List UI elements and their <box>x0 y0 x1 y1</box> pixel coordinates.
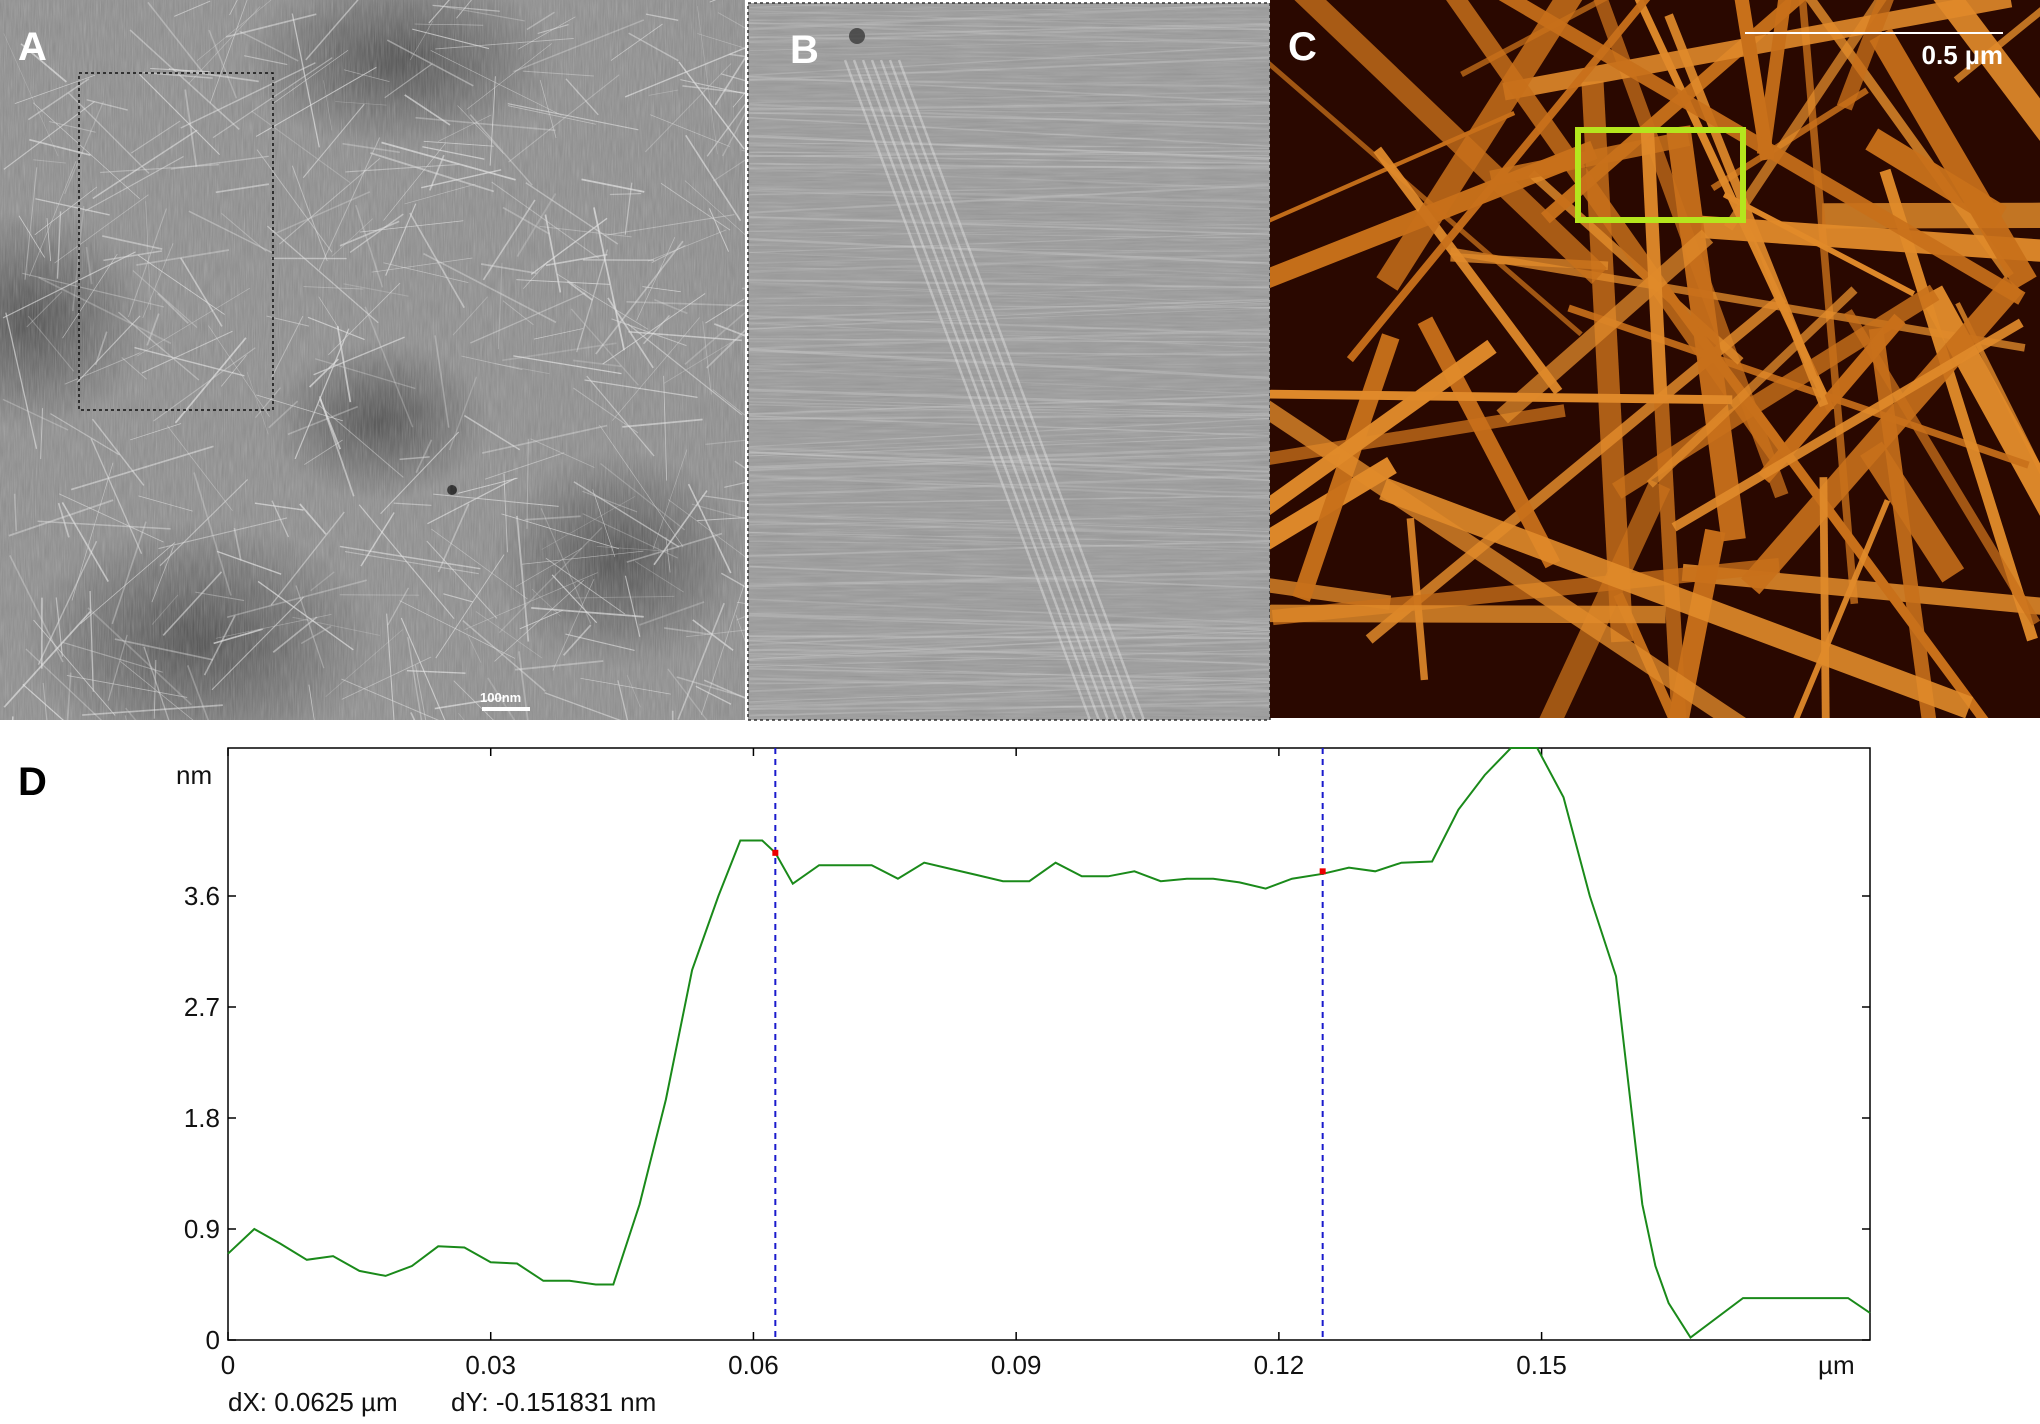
afm-fibril-ribbon <box>1879 168 2038 642</box>
afm-fibril-ribbon <box>1489 130 1691 187</box>
afm-fibril-ribbon <box>1270 339 1497 516</box>
y-tick-label: 0 <box>206 1325 220 1355</box>
panel-c-scale-label: 0.5 µm <box>1922 40 2003 70</box>
afm-fibril-ribbon <box>1671 318 2024 532</box>
afm-fibril-ribbon <box>1843 309 2040 626</box>
panel-a-scale-bar <box>482 707 530 711</box>
y-unit-label: nm <box>176 760 212 790</box>
afm-fibril-ribbon <box>1376 0 1583 291</box>
cursor-marker <box>772 849 779 856</box>
afm-fibril-ribbon <box>1798 0 1859 605</box>
afm-fibril-ribbon <box>1722 192 1916 297</box>
x-tick-label: 0.03 <box>465 1350 516 1380</box>
panel-a-letter: A <box>18 25 47 69</box>
afm-fibril-ribbon <box>1953 7 2040 83</box>
afm-fibril-ribbon <box>1270 389 1733 405</box>
panel-d-letter: D <box>18 760 47 804</box>
panel-c-afm-image: 0.5 µm C <box>1270 0 2040 718</box>
afm-fibril-ribbon <box>1836 0 1894 111</box>
panel-b-particle <box>849 28 865 44</box>
afm-fibril-ribbon <box>1933 0 2040 142</box>
afm-fibril-ribbon <box>1373 146 1563 395</box>
afm-fibril-ribbon <box>1270 400 1746 718</box>
afm-fibril-ribbon <box>1346 0 1651 363</box>
panel-b-tem-zoom <box>748 3 1270 720</box>
afm-fibril-ribbon <box>1446 0 1790 467</box>
fibril-strand <box>11 716 14 720</box>
x-tick-label: 0.15 <box>1516 1350 1567 1380</box>
afm-fibril-ribbon <box>1666 125 1746 542</box>
x-unit-label: µm <box>1818 1350 1855 1380</box>
afm-fibril-ribbon <box>1640 128 1668 397</box>
cursor-marker <box>1319 868 1326 875</box>
afm-fibril-ribbon <box>1869 28 2037 290</box>
profile-series-line <box>227 747 1871 1339</box>
dy-readout: dY: -0.151831 nm <box>451 1387 656 1417</box>
panel-b-letter: B <box>790 28 819 72</box>
y-tick-label: 1.8 <box>184 1103 220 1133</box>
afm-fibril-ribbon <box>1741 276 2024 595</box>
afm-fibril-ribbon <box>1793 499 1891 718</box>
afm-fibril-ribbon <box>1668 528 1726 718</box>
y-axis-ticks: 0 0.9 1.8 2.7 3.6 <box>184 881 1870 1355</box>
x-tick-label: 0 <box>221 1350 235 1380</box>
y-tick-label: 2.7 <box>184 992 220 1022</box>
afm-fibril-ribbon <box>1270 111 1516 223</box>
afm-fibril-ribbon <box>1860 441 1965 583</box>
afm-fibril-ribbon <box>1379 477 1974 718</box>
afm-fibril-ribbon <box>1294 0 1607 284</box>
panel-a-texture <box>0 0 745 720</box>
afm-fibril-ribbon <box>1498 0 2026 305</box>
panel-c-fibrils <box>1270 0 2040 718</box>
afm-fibril-ribbon <box>1496 229 1714 424</box>
fibril-strand <box>124 715 127 720</box>
chart-plot-area <box>227 747 1871 1341</box>
panel-b-border <box>747 2 1271 721</box>
x-tick-label: 0.09 <box>991 1350 1042 1380</box>
afm-fibril-ribbon <box>1646 286 1858 488</box>
x-axis-ticks: 0 0.03 0.06 0.09 0.12 0.15 <box>221 748 1567 1380</box>
x-tick-label: 0.06 <box>728 1350 779 1380</box>
afm-fibril-ribbon <box>1270 578 1392 610</box>
x-tick-label: 0.12 <box>1254 1350 1305 1380</box>
panel-a-inset-box <box>78 72 274 411</box>
afm-fibril-ribbon <box>1819 477 1830 718</box>
panel-a-scale-label: 100nm <box>480 690 521 705</box>
afm-fibril-ribbon <box>1822 202 2040 229</box>
afm-fibril-ribbon <box>1502 0 2013 101</box>
y-tick-label: 3.6 <box>184 881 220 911</box>
panel-a-tem-image: A 100nm <box>0 0 745 720</box>
afm-fibril-ribbon <box>1723 0 1887 231</box>
dx-readout: dX: 0.0625 µm <box>228 1387 398 1417</box>
afm-fibril-ribbon <box>1449 247 2026 352</box>
panel-b-texture <box>748 3 1270 720</box>
afm-fibril-ribbon <box>1417 316 1561 569</box>
y-tick-label: 0.9 <box>184 1214 220 1244</box>
panel-c-letter: C <box>1288 25 1317 69</box>
panel-c-selection-box <box>1575 127 1746 223</box>
afm-fibril-ribbon <box>1734 0 1775 161</box>
cursor-markers <box>772 849 1326 875</box>
afm-fibril-ribbon <box>1539 479 1671 718</box>
height-profile-chart: 0 0.9 1.8 2.7 3.6 0 0.03 0.06 0.09 0.12 0.15 nm µ… <box>176 747 1871 1417</box>
